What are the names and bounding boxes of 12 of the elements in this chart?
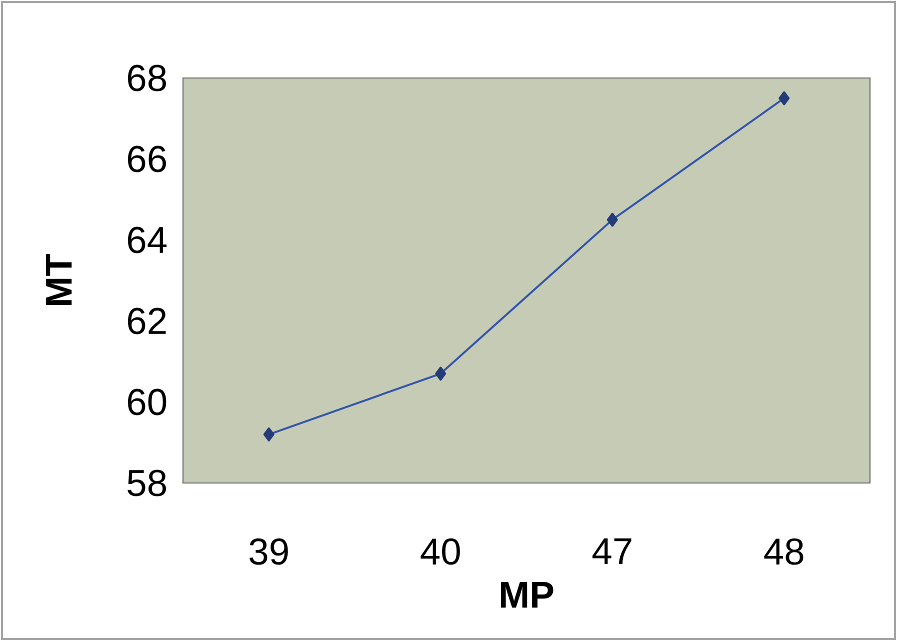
x-tick-label: 48 — [764, 538, 804, 565]
y-tick-label: 66 — [128, 146, 166, 172]
x-tick-label: 39 — [250, 538, 288, 565]
x-tick-label: 40 — [420, 538, 460, 565]
x-axis-title: MP — [500, 582, 554, 608]
y-tick-label: 62 — [128, 308, 166, 334]
y-tick-label: 68 — [128, 64, 166, 92]
y-tick-label: 58 — [128, 470, 166, 496]
y-tick-label: 60 — [128, 388, 166, 416]
y-tick-label: 64 — [128, 226, 167, 254]
y-axis-title: MT — [46, 254, 72, 305]
x-tick-label: 47 — [592, 538, 632, 564]
